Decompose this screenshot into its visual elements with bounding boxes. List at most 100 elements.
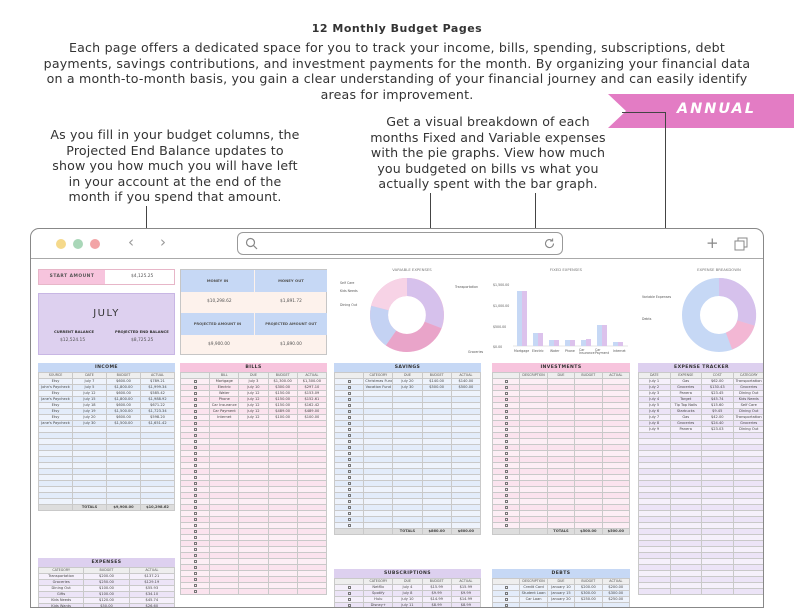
table-row[interactable]: Disney+July 11$8.99$8.99 bbox=[335, 603, 481, 608]
checkbox[interactable] bbox=[505, 464, 508, 467]
back-arrow-icon[interactable]: ‹ bbox=[128, 233, 134, 251]
checkbox[interactable] bbox=[505, 392, 508, 395]
new-tab-icon[interactable]: + bbox=[706, 234, 719, 252]
checkbox[interactable] bbox=[348, 488, 351, 491]
table-row[interactable]: Kids Needs$120.00$45.74 bbox=[39, 598, 175, 604]
checkbox[interactable] bbox=[505, 604, 508, 607]
checkbox[interactable] bbox=[505, 482, 508, 485]
checkbox[interactable] bbox=[194, 398, 197, 401]
checkbox[interactable] bbox=[348, 506, 351, 509]
checkbox[interactable] bbox=[348, 458, 351, 461]
checkbox[interactable] bbox=[348, 500, 351, 503]
checkbox[interactable] bbox=[194, 386, 197, 389]
checkbox[interactable] bbox=[505, 476, 508, 479]
table-row[interactable] bbox=[493, 603, 630, 608]
checkbox[interactable] bbox=[348, 440, 351, 443]
checkbox[interactable] bbox=[194, 566, 197, 569]
checkbox[interactable] bbox=[505, 398, 508, 401]
checkbox[interactable] bbox=[348, 392, 351, 395]
checkbox[interactable] bbox=[348, 476, 351, 479]
checkbox[interactable] bbox=[194, 554, 197, 557]
checkbox[interactable] bbox=[194, 536, 197, 539]
checkbox[interactable] bbox=[194, 380, 197, 383]
checkbox[interactable] bbox=[194, 506, 197, 509]
checkbox[interactable] bbox=[348, 524, 351, 527]
table-row[interactable] bbox=[639, 589, 765, 595]
checkbox[interactable] bbox=[194, 578, 197, 581]
window-dot-green[interactable] bbox=[73, 239, 83, 249]
checkbox[interactable] bbox=[348, 422, 351, 425]
checkbox[interactable] bbox=[194, 422, 197, 425]
checkbox[interactable] bbox=[194, 590, 197, 593]
checkbox[interactable] bbox=[194, 560, 197, 563]
checkbox[interactable] bbox=[194, 446, 197, 449]
checkbox[interactable] bbox=[194, 404, 197, 407]
checkbox[interactable] bbox=[194, 494, 197, 497]
checkbox[interactable] bbox=[348, 464, 351, 467]
checkbox[interactable] bbox=[505, 470, 508, 473]
checkbox[interactable] bbox=[505, 428, 508, 431]
checkbox[interactable] bbox=[348, 512, 351, 515]
checkbox[interactable] bbox=[505, 592, 508, 595]
checkbox[interactable] bbox=[194, 542, 197, 545]
checkbox-cell[interactable] bbox=[493, 603, 520, 608]
checkbox[interactable] bbox=[194, 428, 197, 431]
checkbox[interactable] bbox=[194, 548, 197, 551]
checkbox[interactable] bbox=[505, 440, 508, 443]
checkbox[interactable] bbox=[348, 470, 351, 473]
checkbox[interactable] bbox=[505, 524, 508, 527]
checkbox[interactable] bbox=[194, 452, 197, 455]
table-row[interactable]: Groceries$250.00$129.19 bbox=[39, 580, 175, 586]
checkbox[interactable] bbox=[505, 506, 508, 509]
checkbox[interactable] bbox=[505, 488, 508, 491]
checkbox[interactable] bbox=[348, 494, 351, 497]
checkbox[interactable] bbox=[194, 512, 197, 515]
checkbox[interactable] bbox=[348, 386, 351, 389]
checkbox[interactable] bbox=[348, 518, 351, 521]
table-row[interactable] bbox=[181, 589, 327, 595]
checkbox[interactable] bbox=[505, 386, 508, 389]
checkbox[interactable] bbox=[505, 404, 508, 407]
checkbox[interactable] bbox=[194, 392, 197, 395]
tabs-overview-icon[interactable] bbox=[734, 237, 748, 251]
window-dot-pink[interactable] bbox=[90, 239, 100, 249]
checkbox[interactable] bbox=[348, 410, 351, 413]
window-dot-yellow[interactable] bbox=[56, 239, 66, 249]
checkbox[interactable] bbox=[194, 464, 197, 467]
checkbox[interactable] bbox=[194, 440, 197, 443]
checkbox[interactable] bbox=[194, 530, 197, 533]
checkbox[interactable] bbox=[348, 586, 351, 589]
checkbox[interactable] bbox=[194, 470, 197, 473]
checkbox[interactable] bbox=[194, 524, 197, 527]
checkbox[interactable] bbox=[348, 482, 351, 485]
forward-arrow-icon[interactable]: › bbox=[160, 233, 166, 251]
checkbox[interactable] bbox=[505, 500, 508, 503]
checkbox[interactable] bbox=[194, 488, 197, 491]
checkbox[interactable] bbox=[505, 422, 508, 425]
checkbox[interactable] bbox=[194, 458, 197, 461]
checkbox[interactable] bbox=[194, 572, 197, 575]
table-row[interactable]: Gifts$100.00$34.10 bbox=[39, 592, 175, 598]
checkbox[interactable] bbox=[194, 584, 197, 587]
checkbox[interactable] bbox=[348, 398, 351, 401]
checkbox[interactable] bbox=[505, 586, 508, 589]
checkbox[interactable] bbox=[505, 410, 508, 413]
reload-icon[interactable] bbox=[543, 237, 556, 250]
checkbox[interactable] bbox=[505, 458, 508, 461]
checkbox[interactable] bbox=[348, 604, 351, 607]
checkbox-cell[interactable] bbox=[181, 589, 210, 595]
checkbox[interactable] bbox=[505, 446, 508, 449]
checkbox[interactable] bbox=[348, 428, 351, 431]
checkbox[interactable] bbox=[348, 592, 351, 595]
checkbox[interactable] bbox=[194, 482, 197, 485]
checkbox[interactable] bbox=[194, 476, 197, 479]
checkbox[interactable] bbox=[505, 512, 508, 515]
checkbox[interactable] bbox=[194, 434, 197, 437]
checkbox[interactable] bbox=[194, 518, 197, 521]
checkbox[interactable] bbox=[348, 446, 351, 449]
checkbox[interactable] bbox=[194, 416, 197, 419]
checkbox[interactable] bbox=[505, 494, 508, 497]
checkbox[interactable] bbox=[194, 410, 197, 413]
checkbox[interactable] bbox=[348, 404, 351, 407]
address-bar[interactable] bbox=[237, 232, 563, 255]
